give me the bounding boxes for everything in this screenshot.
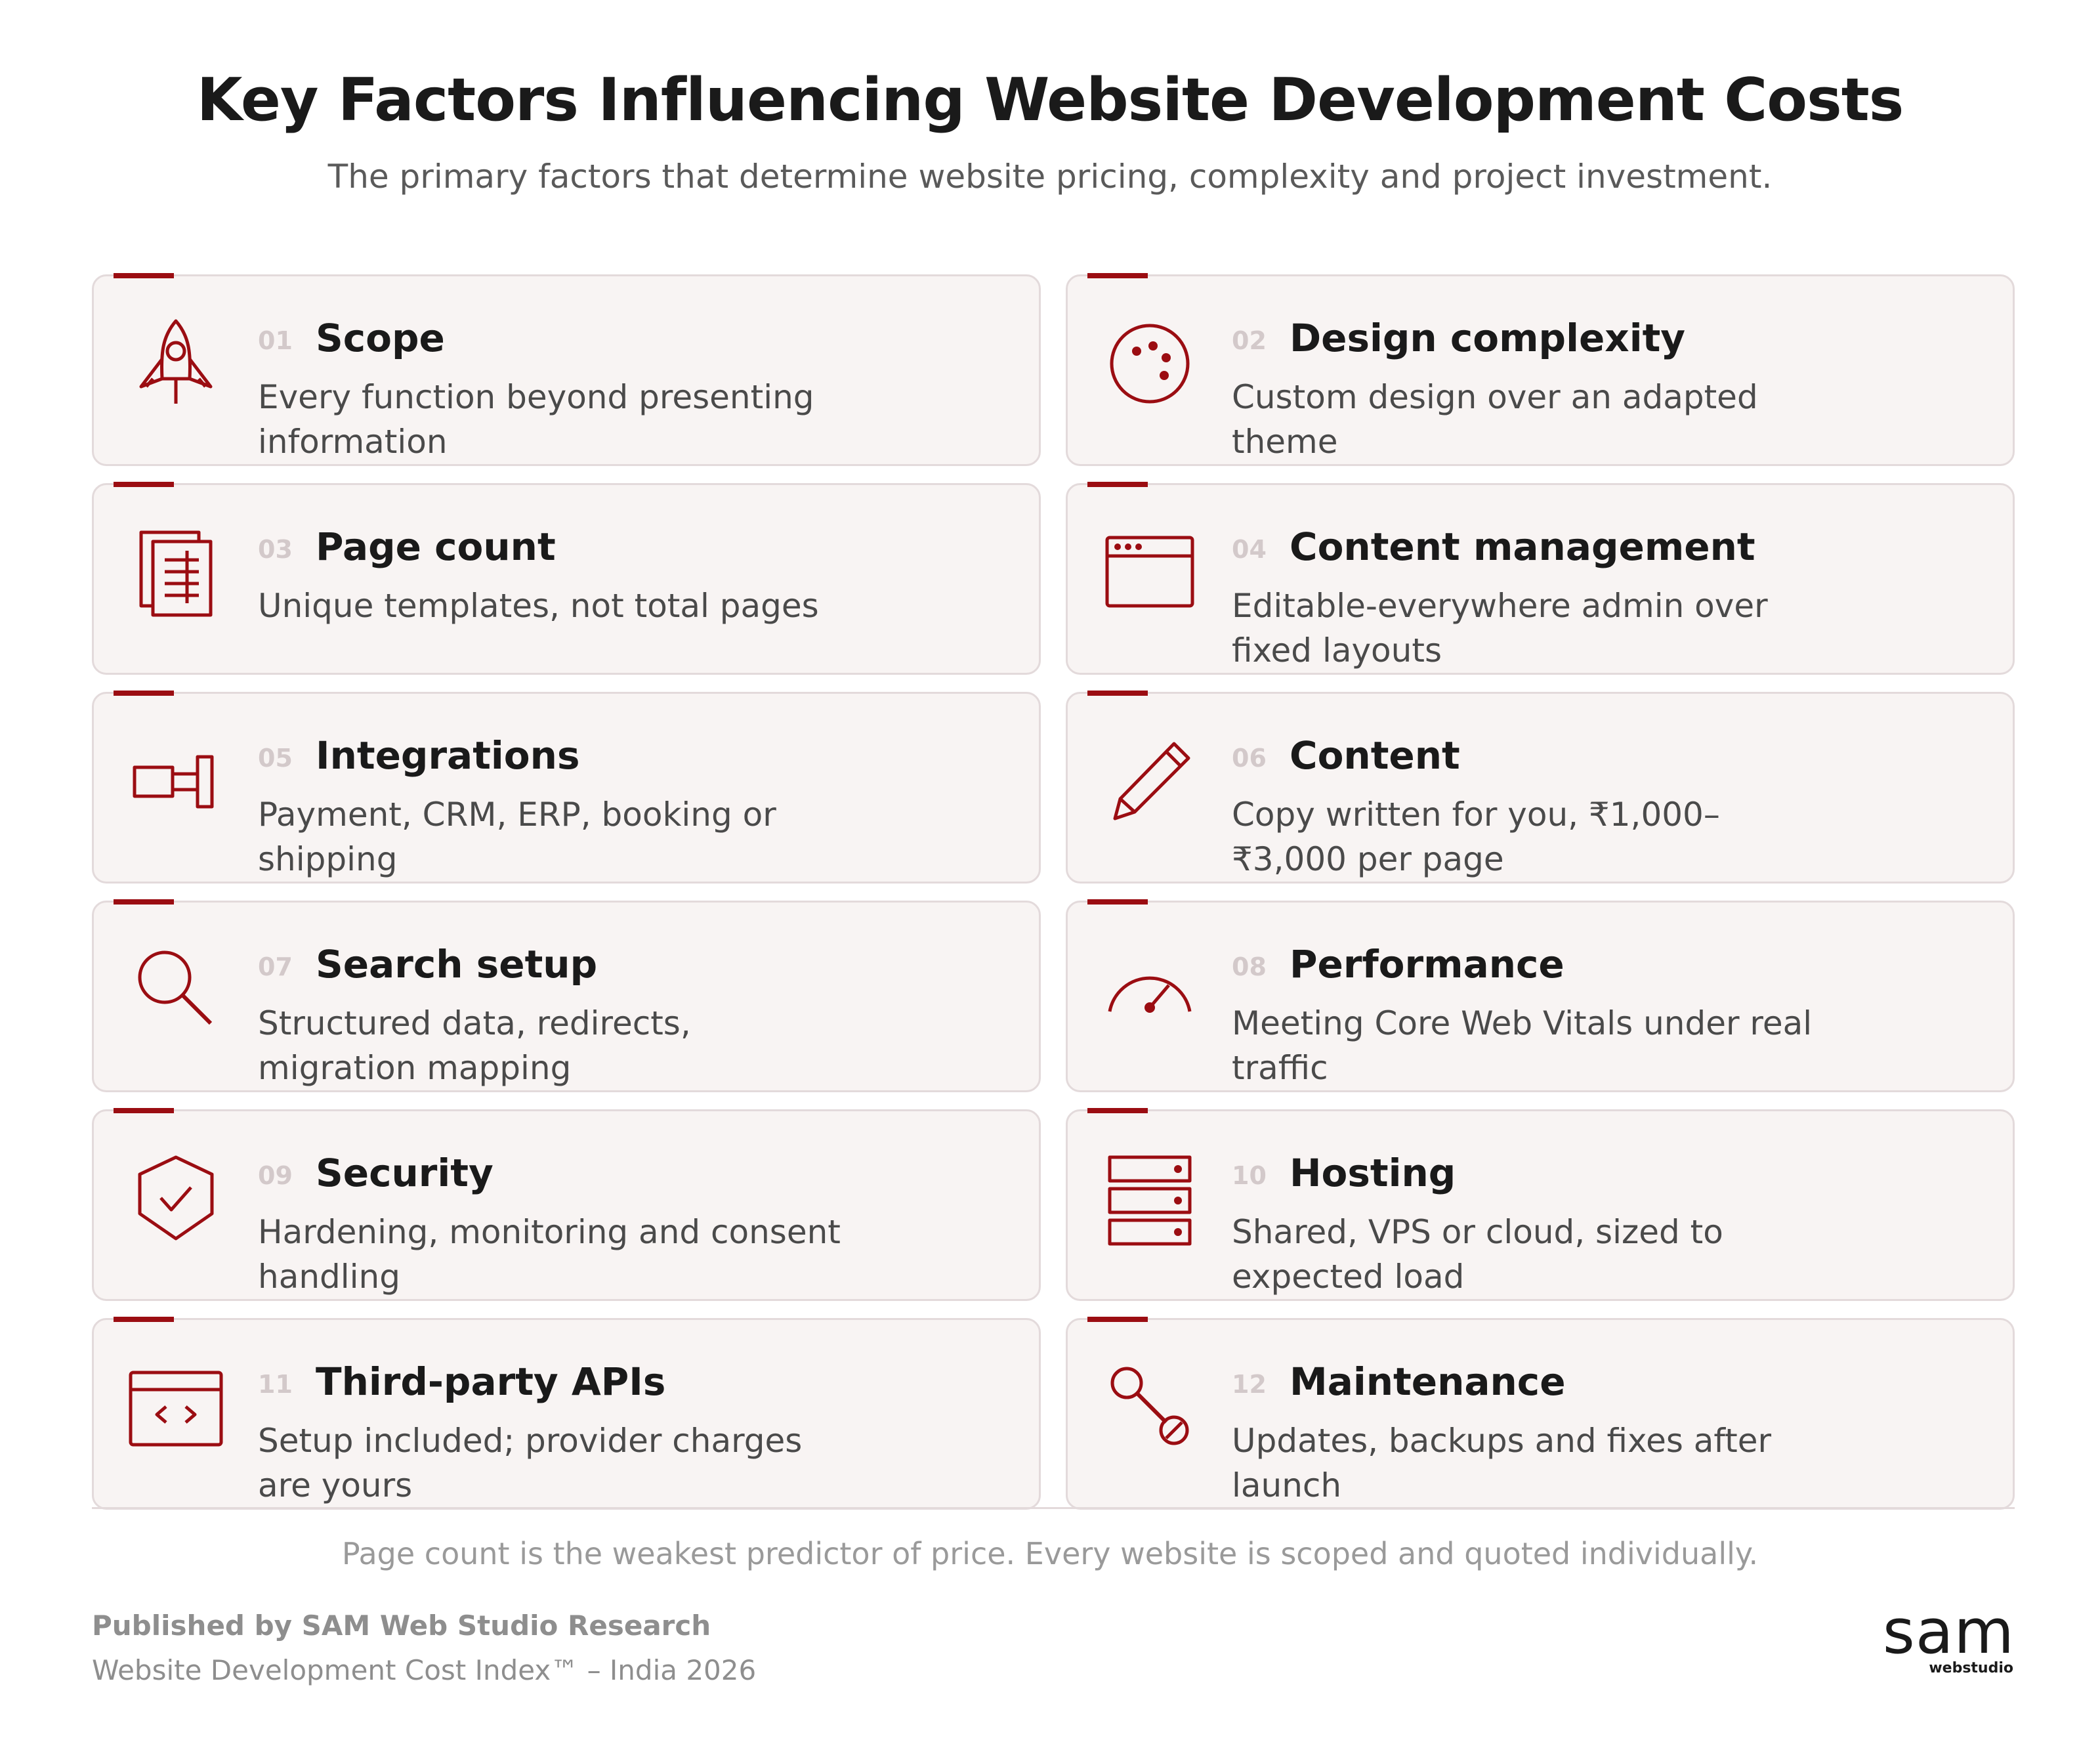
factor-number: 02 [1232, 326, 1267, 355]
footnote: Page count is the weakest predictor of p… [341, 1536, 1759, 1571]
browser-window-icon [1101, 522, 1199, 620]
factor-card-page-count: 03 Page count Unique templates, not tota… [92, 482, 1041, 675]
factor-card-performance: 08 Performance Meeting Core Web Vitals u… [1066, 899, 2015, 1092]
logo-wordmark-text: sam [1882, 1596, 2015, 1668]
card-accent-bar [114, 1317, 174, 1322]
factor-card-design-complexity: 02 Design complexity Custom design over … [1066, 273, 2015, 466]
factor-description: Unique templates, not total pages [258, 587, 819, 625]
factor-card-content: 06 Content Copy written for you, ₹1,000–… [1066, 691, 2015, 884]
card-accent-bar [114, 691, 174, 696]
card-accent-bar [114, 273, 174, 278]
factor-number: 05 [258, 744, 293, 773]
factor-description: Custom design over an adapted theme [1232, 378, 1758, 461]
server-icon [1101, 1148, 1199, 1246]
card-accent-bar [1087, 273, 1148, 278]
factor-description: Shared, VPS or cloud, sized to expected … [1232, 1213, 1723, 1296]
documents-icon [127, 522, 225, 620]
page-subtitle: The primary factors that determine websi… [327, 158, 1773, 196]
factor-title: Security [316, 1151, 494, 1195]
factor-card-scope: 01 Scope Every function beyond presentin… [92, 273, 1041, 466]
factor-card-search-setup: 07 Search setup Structured data, redirec… [92, 899, 1041, 1092]
factor-card-integrations: 05 Integrations Payment, CRM, ERP, booki… [92, 691, 1041, 884]
factor-description: Setup included; provider charges are you… [258, 1422, 803, 1504]
factor-title: Hosting [1290, 1151, 1456, 1195]
logo-wordmark: sam [1883, 1602, 2015, 1663]
factor-card-security: 09 Security Hardening, monitoring and co… [92, 1108, 1041, 1301]
magnifier-icon [127, 939, 225, 1038]
card-accent-bar [1087, 1108, 1148, 1113]
plug-icon [127, 731, 225, 829]
factor-card-content-management: 04 Content management Editable-everywher… [1066, 482, 2015, 675]
factor-description: Updates, backups and fixes after launch [1232, 1422, 1772, 1504]
card-accent-bar [1087, 482, 1148, 487]
publisher-credit: Published by SAM Web Studio Research [92, 1609, 711, 1642]
factor-description: Every function beyond presenting informa… [258, 378, 814, 461]
pencil-icon [1101, 731, 1199, 829]
card-accent-bar [114, 1108, 174, 1113]
code-window-icon [127, 1357, 225, 1455]
page-title: Key Factors Influencing Website Developm… [196, 66, 1904, 135]
footer-divider [92, 1507, 2015, 1509]
factor-title: Content [1290, 733, 1460, 778]
speedometer-icon [1101, 939, 1199, 1038]
factor-number: 12 [1232, 1370, 1267, 1399]
factor-number: 04 [1232, 535, 1267, 564]
factor-number: 07 [258, 952, 293, 981]
factor-title: Third-party APIs [316, 1359, 666, 1404]
factor-description: Payment, CRM, ERP, booking or shipping [258, 796, 776, 878]
factor-title: Maintenance [1290, 1359, 1566, 1404]
factor-card-maintenance: 12 Maintenance Updates, backups and fixe… [1066, 1317, 2015, 1510]
factor-number: 08 [1232, 952, 1267, 981]
factor-title: Search setup [316, 942, 598, 987]
factor-title: Content management [1290, 524, 1755, 569]
factor-number: 06 [1232, 744, 1267, 773]
logo-subtext: webstudio [1929, 1660, 2013, 1676]
factor-description: Copy written for you, ₹1,000–₹3,000 per … [1232, 796, 1720, 878]
card-accent-bar [1087, 691, 1148, 696]
factor-description: Hardening, monitoring and consent handli… [258, 1213, 841, 1296]
card-accent-bar [1087, 1317, 1148, 1322]
sam-webstudio-logo: sam webstudio [1883, 1602, 2015, 1676]
index-title: Website Development Cost Index™ – India … [92, 1654, 757, 1686]
card-accent-bar [1087, 899, 1148, 905]
shield-check-icon [127, 1148, 225, 1246]
factor-grid: 01 Scope Every function beyond presentin… [92, 273, 2015, 1510]
factor-title: Design complexity [1290, 316, 1686, 360]
factor-card-hosting: 10 Hosting Shared, VPS or cloud, sized t… [1066, 1108, 2015, 1301]
factor-title: Page count [316, 524, 556, 569]
factor-description: Structured data, redirects, migration ma… [258, 1004, 691, 1087]
card-accent-bar [114, 482, 174, 487]
factor-number: 09 [258, 1161, 293, 1190]
card-accent-bar [114, 899, 174, 905]
rocket-icon [127, 313, 225, 412]
factor-description: Editable-everywhere admin over fixed lay… [1232, 587, 1768, 670]
factor-number: 03 [258, 535, 293, 564]
factor-title: Integrations [316, 733, 580, 778]
factor-number: 10 [1232, 1161, 1267, 1190]
factor-title: Scope [316, 316, 445, 360]
factor-number: 11 [258, 1370, 293, 1399]
wrench-icon [1101, 1357, 1199, 1455]
factor-description: Meeting Core Web Vitals under real traff… [1232, 1004, 1813, 1087]
factor-title: Performance [1290, 942, 1564, 987]
palette-icon [1101, 313, 1199, 412]
factor-number: 01 [258, 326, 293, 355]
factor-card-third-party-apis: 11 Third-party APIs Setup included; prov… [92, 1317, 1041, 1510]
